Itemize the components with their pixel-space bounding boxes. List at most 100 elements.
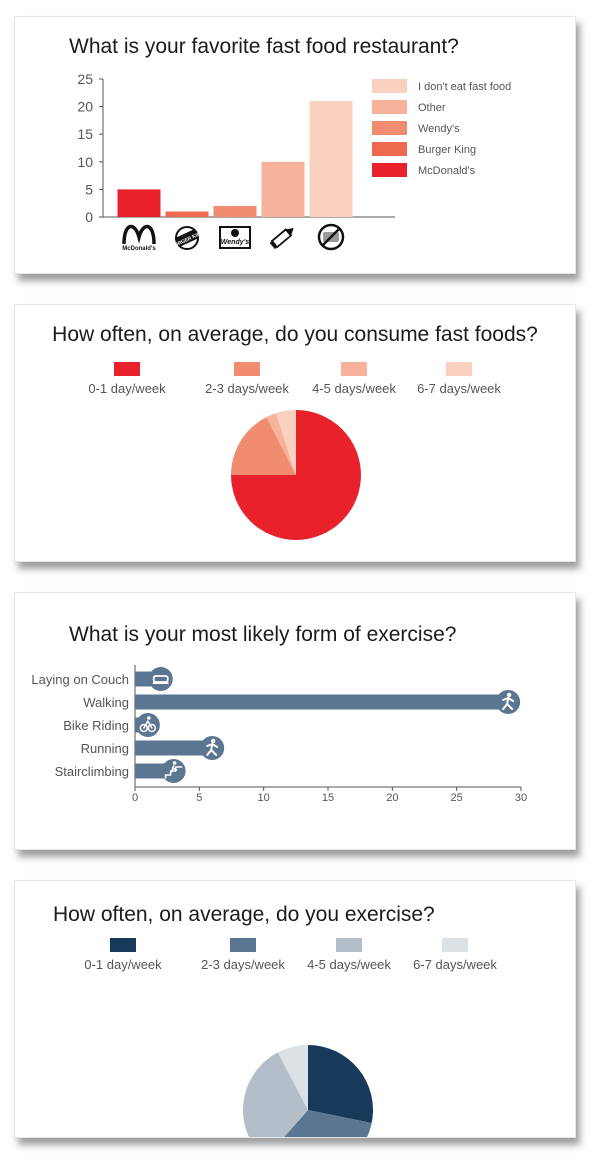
pencil-tip: [285, 228, 294, 236]
pie-slice: [275, 410, 296, 475]
y-tick-label: 10: [77, 154, 93, 170]
pie-slice: [266, 413, 296, 475]
runner-body: [206, 743, 219, 756]
legend-label: Burger King: [418, 144, 476, 156]
bike-icon: [135, 713, 160, 737]
legend-label: 6-7 days/week: [413, 957, 497, 972]
x-tick-label: 25: [451, 792, 463, 804]
stairs: [164, 766, 183, 779]
y-category-label: Running: [81, 741, 129, 756]
fast-food-bar-chart: 0 5 10 15 20 25 McDonald's BURGER KING Wendy's I …: [77, 71, 511, 252]
legend-swatch: [372, 100, 407, 114]
bar: [135, 694, 509, 710]
legend-label: Other: [418, 102, 446, 114]
y-category-label: Walking: [83, 695, 129, 710]
pie-slice: [231, 417, 296, 475]
x-tick-label: 10: [258, 792, 270, 804]
logo-face: [231, 229, 239, 237]
mcdonalds-logo-icon: McDonald's: [122, 224, 156, 252]
y-category-label: Stairclimbing: [55, 764, 129, 779]
pie-slice: [308, 1045, 373, 1124]
x-tick-label: 20: [386, 792, 398, 804]
legend-swatch: [372, 79, 407, 93]
y-tick-label: 0: [85, 209, 93, 225]
exercise-form-card: What is your most likely form of exercis…: [14, 592, 576, 850]
runner-body: [502, 697, 515, 710]
y-category-label: Bike Riding: [63, 718, 129, 733]
running-icon: [200, 736, 225, 760]
exercise-form-bar-chart: 0 5 10 15 20 25 30 Laying on Couch Walking Bike R…: [31, 665, 527, 804]
legend-swatch: [230, 938, 256, 952]
arches: [122, 224, 156, 245]
pencil-icon: [269, 228, 294, 250]
wheel: [147, 723, 157, 733]
x-tick-label: 5: [196, 792, 202, 804]
head: [172, 761, 177, 765]
y-tick-label: 20: [77, 99, 93, 115]
couch-icon: [148, 667, 173, 691]
stairclimbing-icon: [161, 759, 186, 783]
logo-frame: [219, 226, 251, 249]
legend-swatch: [372, 142, 407, 156]
exercise-frequency-card: How often, on average, do you exercise? …: [14, 880, 576, 1138]
chart-title: What is your most likely form of exercis…: [69, 623, 457, 646]
legend-swatch: [234, 362, 260, 376]
legend-label: 0-1 day/week: [88, 381, 166, 396]
logo-text: McDonald's: [122, 246, 156, 252]
chart-title: How often, on average, do you consume fa…: [52, 323, 538, 346]
bar: [135, 740, 213, 756]
head: [147, 716, 151, 720]
legend-label: 4-5 days/week: [307, 957, 391, 972]
walking-icon: [496, 690, 521, 714]
pie-slice: [277, 1045, 308, 1110]
body: [170, 765, 178, 773]
pie-slice: [243, 1052, 308, 1137]
bar: [165, 211, 209, 217]
y-tick-label: 15: [77, 126, 93, 142]
exercise-frequency-pie-chart: 0-1 day/week 2-3 days/week 4-5 days/week 6-…: [84, 938, 497, 1137]
legend-label: McDonald's: [418, 165, 476, 177]
fast-food-favorite-card: What is your favorite fast food restaura…: [14, 16, 576, 274]
chart-title: How often, on average, do you exercise?: [53, 903, 435, 926]
burger-king-logo-icon: BURGER KING: [170, 226, 205, 250]
legend-swatch: [446, 362, 472, 376]
wendys-logo-icon: Wendy's: [219, 226, 251, 249]
x-tick-label: 30: [515, 792, 527, 804]
legend-swatch: [110, 938, 136, 952]
legend-swatch: [341, 362, 367, 376]
bar: [117, 189, 161, 217]
wheel: [139, 723, 149, 733]
no-slash: [321, 227, 341, 247]
head: [506, 692, 512, 698]
legend-label: 2-3 days/week: [205, 381, 289, 396]
logo-band: [174, 228, 200, 248]
x-tick-label: 0: [132, 792, 138, 804]
legend-swatch: [372, 121, 407, 135]
legend-label: Wendy's: [418, 123, 460, 135]
frame: [143, 720, 153, 729]
legend-swatch: [372, 163, 407, 177]
pencil-eraser: [269, 241, 278, 250]
fast-food-frequency-pie-chart: 0-1 day/week 2-3 days/week 4-5 days/week 6-…: [88, 362, 501, 540]
legend-label: 6-7 days/week: [417, 381, 501, 396]
x-tick-label: 15: [322, 792, 334, 804]
bar: [261, 161, 305, 217]
legend-label: I don't eat fast food: [418, 81, 511, 93]
y-category-label: Laying on Couch: [31, 672, 129, 687]
legend-swatch: [442, 938, 468, 952]
y-tick-label: 25: [77, 71, 93, 87]
bar: [309, 101, 353, 217]
legend-label: 0-1 day/week: [84, 957, 162, 972]
legend-swatch: [114, 362, 140, 376]
pie-slice: [284, 1110, 372, 1137]
fast-food-frequency-card: How often, on average, do you consume fa…: [14, 304, 576, 562]
legend-swatch: [336, 938, 362, 952]
no-fast-food-icon: [317, 223, 345, 251]
bar: [213, 205, 257, 217]
logo-text: Wendy's: [221, 239, 249, 246]
legend-label: 4-5 days/week: [312, 381, 396, 396]
chart-title: What is your favorite fast food restaura…: [69, 35, 459, 58]
y-tick-label: 5: [85, 181, 93, 197]
icon-badge: [148, 667, 173, 691]
head: [211, 738, 216, 744]
